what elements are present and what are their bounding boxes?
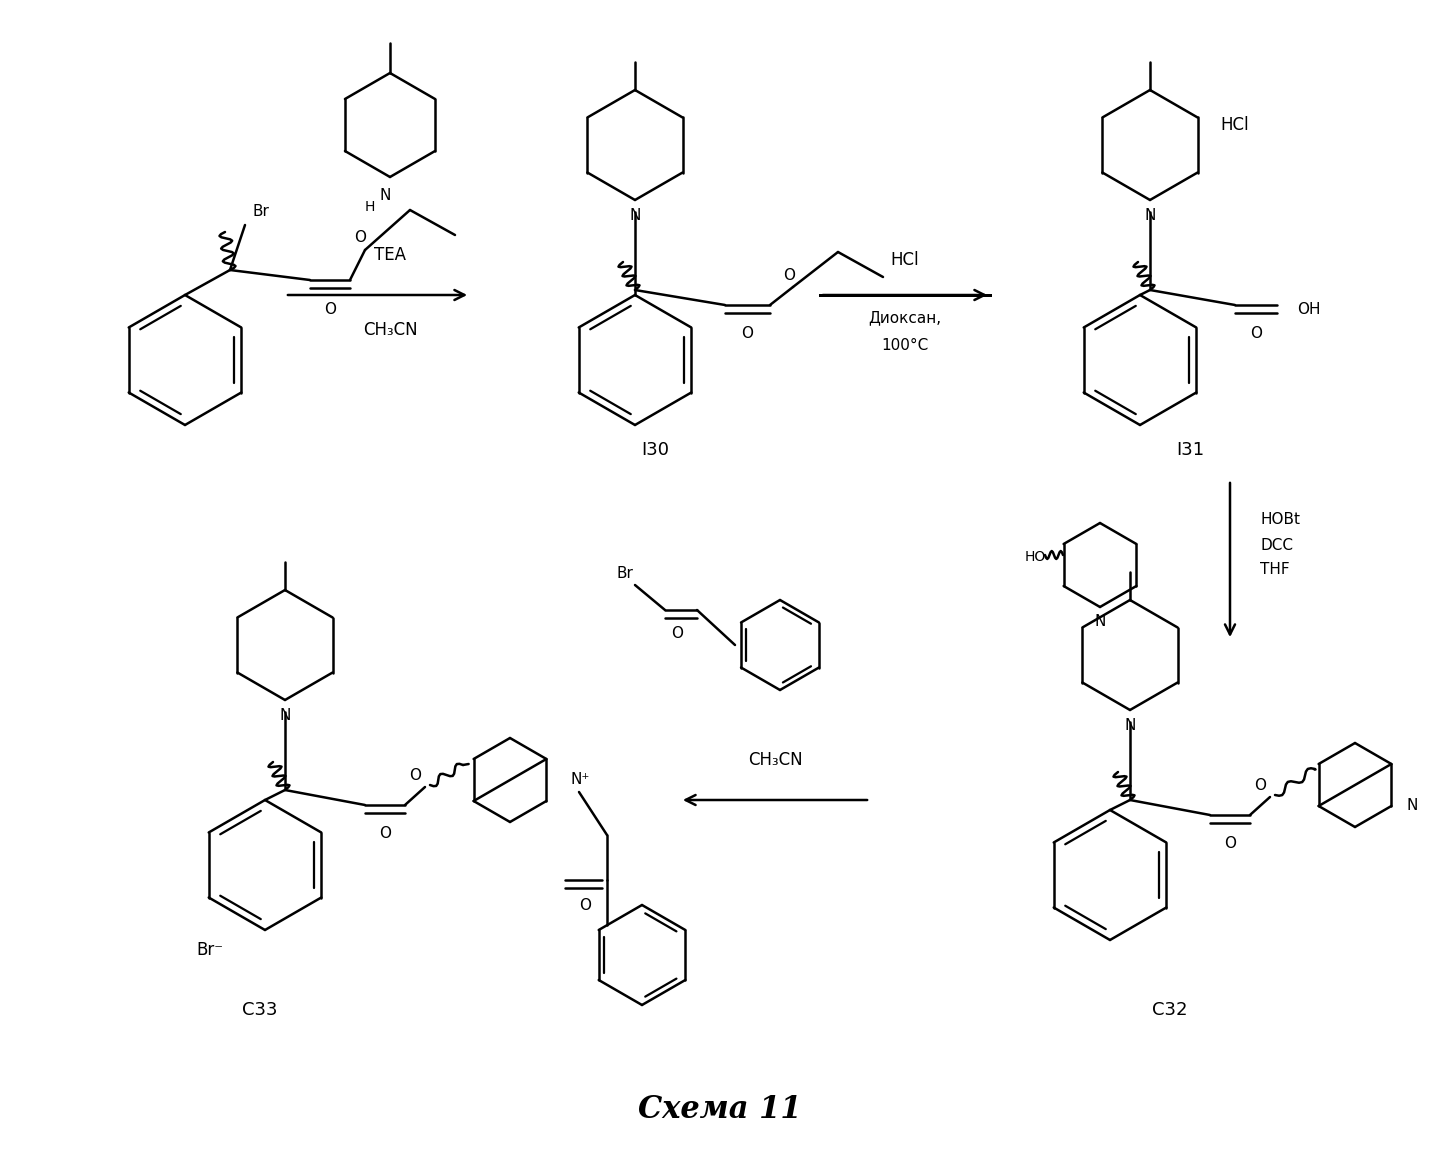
Text: Br: Br	[616, 565, 634, 580]
Text: Схема 11: Схема 11	[638, 1095, 802, 1126]
Text: CH₃CN: CH₃CN	[747, 751, 802, 769]
Text: I31: I31	[1176, 440, 1204, 459]
Text: CH₃CN: CH₃CN	[363, 321, 418, 339]
Text: THF: THF	[1260, 563, 1290, 578]
Text: N: N	[629, 208, 641, 223]
Text: HCl: HCl	[891, 251, 919, 269]
Text: N⁺: N⁺	[570, 772, 589, 787]
Text: O: O	[409, 768, 420, 783]
Text: I30: I30	[641, 440, 670, 459]
Text: O: O	[671, 625, 683, 640]
Text: O: O	[379, 825, 392, 840]
Text: N: N	[379, 187, 390, 202]
Text: O: O	[783, 267, 795, 282]
Text: O: O	[742, 326, 753, 341]
Text: HCl: HCl	[1221, 116, 1250, 134]
Text: 100°C: 100°C	[881, 338, 929, 353]
Text: Br⁻: Br⁻	[196, 941, 223, 959]
Text: C32: C32	[1152, 1001, 1188, 1018]
Text: DCC: DCC	[1260, 538, 1293, 553]
Text: O: O	[324, 303, 336, 318]
Text: Br: Br	[252, 205, 269, 220]
Text: O: O	[354, 230, 366, 245]
Text: Диоксан,: Диоксан,	[868, 311, 942, 326]
Text: TEA: TEA	[374, 246, 406, 264]
Text: N: N	[1407, 799, 1418, 814]
Text: OH: OH	[1297, 302, 1320, 317]
Text: N: N	[279, 709, 291, 724]
Text: N: N	[1145, 208, 1156, 223]
Text: O: O	[1224, 836, 1236, 851]
Text: HOBt: HOBt	[1260, 512, 1300, 527]
Text: HO: HO	[1024, 550, 1045, 564]
Text: N: N	[1094, 614, 1106, 629]
Text: O: O	[1254, 778, 1266, 793]
Text: H: H	[364, 200, 376, 214]
Text: O: O	[579, 898, 590, 913]
Text: N: N	[1125, 719, 1136, 734]
Text: O: O	[1250, 326, 1261, 341]
Text: C33: C33	[242, 1001, 278, 1018]
